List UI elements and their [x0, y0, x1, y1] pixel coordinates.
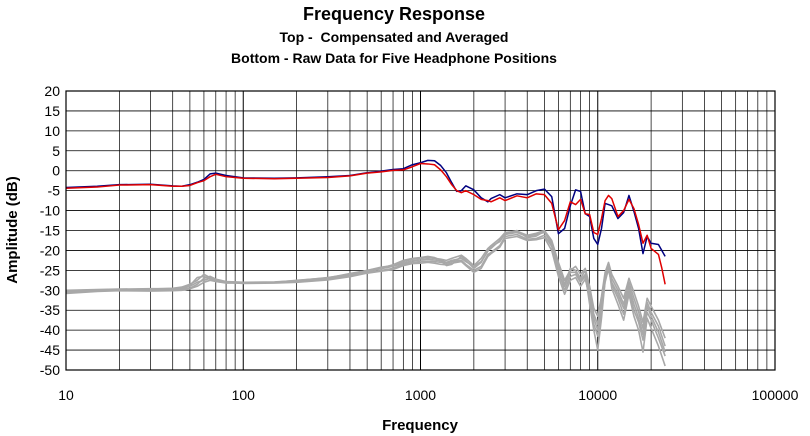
x-tick-label: 1000: [405, 387, 436, 403]
series-line-2: [65, 233, 666, 357]
y-tick-label: 5: [52, 143, 60, 159]
y-tick-label: -50: [40, 362, 60, 378]
x-tick-label: 10000: [578, 387, 617, 403]
grid: [65, 90, 775, 371]
y-tick-label: -30: [40, 282, 60, 298]
x-tick-label: 100000: [752, 387, 799, 403]
y-tick-label: -15: [40, 223, 60, 239]
series-line-6: [65, 235, 666, 353]
y-tick-label: -40: [40, 322, 60, 338]
y-tick-label: -5: [48, 183, 61, 199]
x-axis-label: Frequency: [382, 417, 459, 434]
y-tick-label: 15: [44, 103, 60, 119]
chart-subtitle-bottom: Bottom - Raw Data for Five Headphone Pos…: [231, 50, 557, 66]
y-tick-label: -10: [40, 203, 60, 219]
y-tick-label: 10: [44, 123, 60, 139]
y-tick-label: 0: [52, 163, 60, 179]
series-group: [65, 159, 666, 367]
series-line-1: [65, 162, 666, 285]
y-tick-label: -25: [40, 262, 60, 278]
series-line-4: [65, 229, 666, 339]
chart-subtitle-top: Top - Compensated and Averaged: [280, 29, 509, 45]
y-tick-label: -35: [40, 302, 60, 318]
x-tick-label: 100: [232, 387, 256, 403]
y-axis-label: Amplitude (dB): [4, 176, 21, 283]
y-tick-label: 20: [44, 83, 60, 99]
plot-frame: [65, 90, 776, 371]
y-tick-label: -20: [40, 242, 60, 258]
series-line-0: [65, 159, 666, 257]
tick-labels: 20 15 10 5 0 -5 -10 -15 -20 -25 -30 -35 -40 -45 -50 10 1…: [40, 83, 799, 403]
x-tick-label: 10: [58, 387, 74, 403]
chart-title: Frequency Response: [303, 4, 485, 24]
y-tick-label: -45: [40, 342, 60, 358]
